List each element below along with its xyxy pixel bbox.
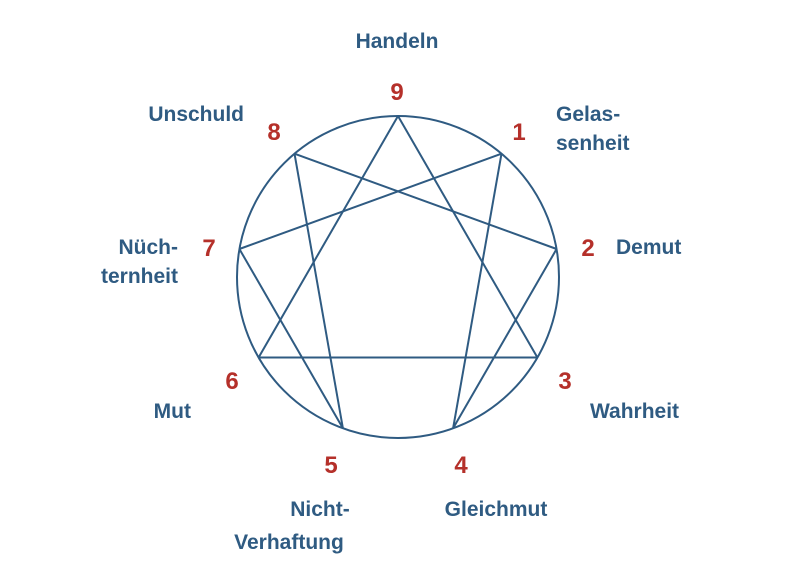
point-9-label: Handeln bbox=[356, 30, 439, 53]
point-2-number: 2 bbox=[581, 235, 594, 262]
point-2-label: Demut bbox=[616, 236, 681, 259]
point-4-number: 4 bbox=[454, 452, 468, 479]
point-3-number: 3 bbox=[558, 368, 571, 395]
point-7-label-line-1: Nüch- bbox=[119, 236, 179, 259]
triangle-line bbox=[397, 115, 539, 358]
point-8-number: 8 bbox=[267, 119, 280, 146]
hexad-line bbox=[238, 248, 344, 429]
hexad-line bbox=[452, 153, 503, 429]
point-5-number: 5 bbox=[324, 452, 337, 479]
triangle-line bbox=[257, 115, 399, 358]
point-1-number: 1 bbox=[512, 119, 525, 146]
point-9-number: 9 bbox=[390, 79, 403, 106]
point-5-label-line-2: Verhaftung bbox=[234, 531, 344, 554]
hexad-line bbox=[452, 248, 558, 429]
hexad-line bbox=[294, 152, 557, 250]
point-7-number: 7 bbox=[202, 235, 215, 262]
point-1-label-line-2: senheit bbox=[556, 132, 630, 155]
point-3-label: Wahrheit bbox=[590, 400, 679, 423]
enneagram-circle bbox=[236, 115, 560, 439]
hexad-line bbox=[293, 153, 344, 429]
hexad-line bbox=[239, 152, 502, 250]
point-6-label: Mut bbox=[154, 400, 191, 423]
point-1-label-line-1: Gelas- bbox=[556, 103, 620, 126]
point-7-label-line-2: ternheit bbox=[101, 265, 178, 288]
point-8-label: Unschuld bbox=[148, 103, 244, 126]
enneagram-lines bbox=[238, 115, 558, 429]
point-6-number: 6 bbox=[225, 368, 238, 395]
point-5-label-line-1: Nicht- bbox=[290, 498, 350, 521]
point-4-label: Gleichmut bbox=[445, 498, 548, 521]
